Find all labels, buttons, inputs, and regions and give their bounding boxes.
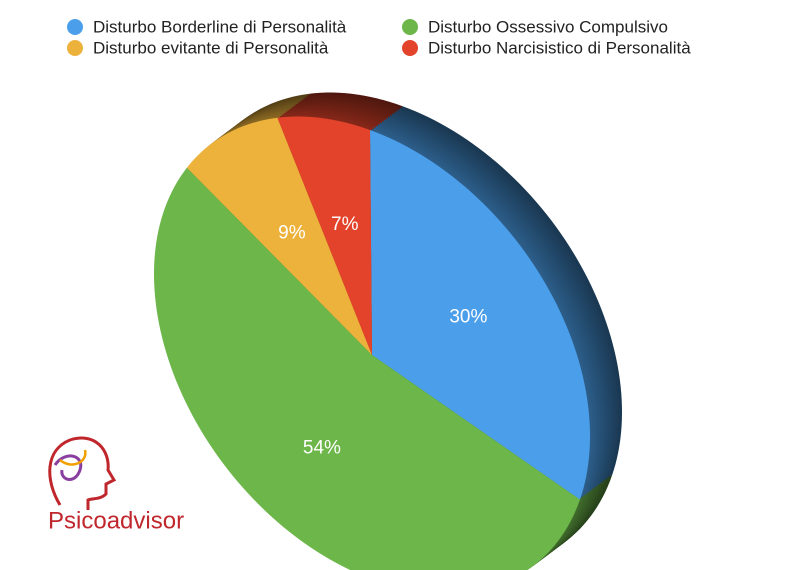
logo-swirl (59, 449, 87, 466)
logo-head (48, 436, 117, 510)
logo-swirl (53, 454, 83, 481)
slice (277, 116, 372, 355)
slice (154, 167, 580, 570)
slice (186, 117, 372, 356)
data-label: 30% (449, 306, 487, 327)
legend-swatch (67, 19, 83, 35)
logo-text: Psicoadvisor (48, 507, 184, 534)
data-label: 54% (303, 437, 341, 458)
legend-swatch (402, 40, 418, 56)
legend-swatch (402, 19, 418, 35)
logo: Psicoadvisor (48, 436, 184, 534)
legend-label: Disturbo Narcisistico di Personalità (428, 38, 691, 57)
data-label: 7% (331, 214, 359, 235)
legend-swatch (67, 40, 83, 56)
data-label: 9% (278, 222, 306, 243)
slice (370, 130, 591, 500)
legend-label: Disturbo Ossessivo Compulsivo (428, 17, 668, 36)
legend-label: Disturbo Borderline di Personalità (93, 17, 347, 36)
legend-label: Disturbo evitante di Personalità (93, 38, 329, 57)
